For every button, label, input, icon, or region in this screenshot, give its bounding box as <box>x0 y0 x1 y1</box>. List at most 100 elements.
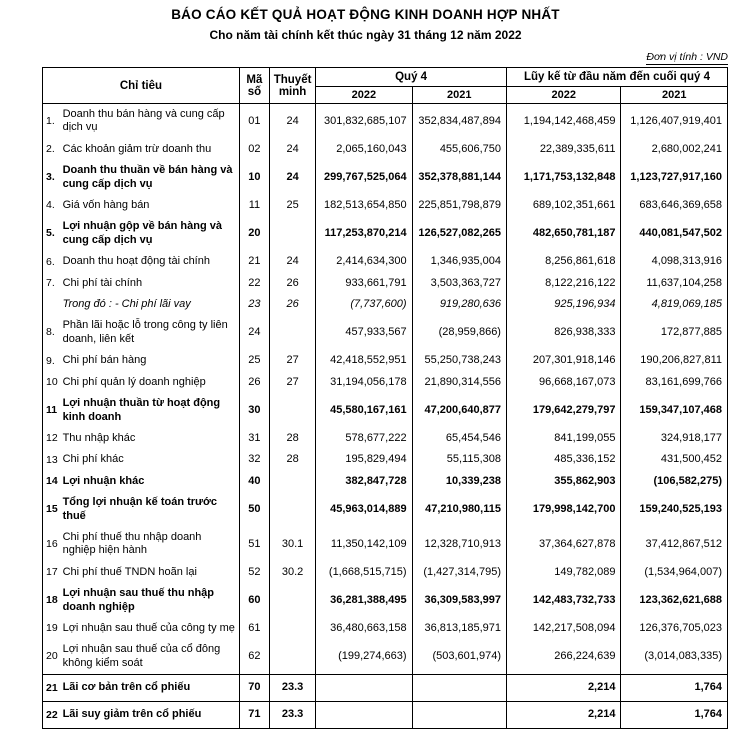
row-value-q4-2021: 65,454,546 <box>411 427 507 450</box>
meta-row: Đơn vị tính : VND <box>4 47 728 65</box>
row-value-ytd-2022: 689,102,351,661 <box>505 195 622 217</box>
table-row: 1. Doanh thu bán hàng và cung cấp dịch vụ… <box>41 103 728 139</box>
row-value-ytd-2021: 159,240,525,193 <box>620 492 728 527</box>
row-number: 13 <box>41 449 61 471</box>
table-row: 8. Phần lãi hoặc lỗ trong công ty liên do… <box>41 315 728 351</box>
row-code: 21 <box>238 251 270 273</box>
row-value-q4-2021 <box>411 701 507 729</box>
row-note <box>268 617 317 640</box>
row-label: Chi phí quản lý doanh nghiệp <box>60 371 240 394</box>
row-code: 31 <box>238 427 270 450</box>
row-code: 70 <box>238 674 270 702</box>
row-note: 27 <box>268 350 317 372</box>
row-value-ytd-2021: 190,206,827,811 <box>620 350 728 372</box>
row-value-ytd-2021: 83,161,699,766 <box>620 371 728 394</box>
table-row: 12 Thu nhập khác 31 28 578,677,222 65,454,546… <box>41 427 728 450</box>
row-value-q4-2021 <box>411 674 507 702</box>
table-row: 10 Chi phí quản lý doanh nghiệp 26 27 31,194… <box>41 371 728 394</box>
row-value-q4-2021: (28,959,866) <box>411 315 507 351</box>
report-subtitle: Cho năm tài chính kết thúc ngày 31 tháng… <box>209 28 522 42</box>
col-header-ytd-group: Lũy kế từ đầu năm đến cuối quý 4 <box>505 67 729 87</box>
row-value-ytd-2021: 440,081,547,502 <box>620 216 728 252</box>
table-row: 16 Chi phí thuế thu nhập doanh nghiệp hiệ… <box>41 526 728 562</box>
row-value-q4-2022: 31,194,056,178 <box>315 371 413 394</box>
row-note <box>268 470 317 493</box>
row-value-q4-2022: 578,677,222 <box>315 427 413 450</box>
row-value-q4-2021: 455,606,750 <box>411 138 507 161</box>
row-code: 22 <box>238 272 270 295</box>
row-value-q4-2022: (1,668,515,715) <box>315 561 413 584</box>
row-value-ytd-2021: 123,362,621,688 <box>620 583 728 618</box>
col-header-ytd-2021: 2021 <box>620 86 728 104</box>
row-value-ytd-2021: 683,646,369,658 <box>620 195 728 217</box>
row-value-ytd-2021: 11,637,104,258 <box>620 272 728 295</box>
col-header-notes: Thuyết minh <box>268 67 317 104</box>
row-code: 52 <box>238 561 270 584</box>
currency-unit-note: Đơn vị tính : VND <box>646 51 728 65</box>
row-label: Giá vốn hàng bán <box>60 195 240 217</box>
row-value-q4-2022: (199,274,663) <box>315 639 413 675</box>
row-value-q4-2022: 117,253,870,214 <box>315 216 413 252</box>
table-row: 21 Lãi cơ bản trên cổ phiếu 70 23.3 2,214 1,7… <box>41 674 728 702</box>
row-value-q4-2021: 225,851,798,879 <box>411 195 507 217</box>
table-row: 18 Lợi nhuận sau thuế thu nhập doanh nghi… <box>41 583 728 618</box>
row-number: 17 <box>41 561 61 584</box>
row-label: Chi phí thuế thu nhập doanh nghiệp hiện … <box>60 526 240 562</box>
row-value-q4-2021: 352,378,881,144 <box>411 160 507 196</box>
row-label: Lãi cơ bản trên cổ phiếu <box>60 674 240 702</box>
row-value-ytd-2022: 149,782,089 <box>505 561 622 584</box>
row-code: 50 <box>238 492 270 527</box>
row-note <box>268 315 317 351</box>
row-value-ytd-2022: 179,998,142,700 <box>505 492 622 527</box>
row-note: 24 <box>268 103 317 139</box>
row-number: 18 <box>41 583 61 618</box>
row-code: 51 <box>238 526 270 562</box>
row-number: 19 <box>41 617 61 640</box>
row-value-ytd-2022: 1,194,142,468,459 <box>505 103 622 139</box>
row-number: 11 <box>41 393 61 428</box>
row-code: 24 <box>238 315 270 351</box>
table-row: 5. Lợi nhuận gộp về bán hàng và cung cấp … <box>41 216 728 252</box>
row-label: Lợi nhuận thuần từ hoạt động kinh doanh <box>60 393 240 428</box>
row-value-ytd-2021: 1,126,407,919,401 <box>620 103 728 139</box>
row-value-ytd-2021: (1,534,964,007) <box>620 561 728 584</box>
table-row: 9. Chi phí bán hàng 25 27 42,418,552,951 55,2… <box>41 350 728 372</box>
table-row: 22 Lãi suy giảm trên cổ phiếu 71 23.3 2,214 1… <box>41 701 728 729</box>
row-code: 60 <box>238 583 270 618</box>
table-header: Chỉ tiêu Mã số Thuyết minh Quý 4 Lũy kế … <box>42 67 729 104</box>
row-value-q4-2021: 47,200,640,877 <box>411 393 507 428</box>
row-number: 12 <box>41 427 61 450</box>
row-value-ytd-2021: (106,582,275) <box>620 470 728 493</box>
row-note: 24 <box>268 251 317 273</box>
row-value-ytd-2022: 485,336,152 <box>505 449 622 471</box>
row-value-ytd-2021: 2,680,002,241 <box>620 138 728 161</box>
row-note: 28 <box>268 449 317 471</box>
row-number: 2. <box>41 138 61 161</box>
row-value-q4-2022: 45,963,014,889 <box>315 492 413 527</box>
row-value-q4-2021: 1,346,935,004 <box>411 251 507 273</box>
row-note: 23.3 <box>268 701 317 729</box>
row-note <box>268 393 317 428</box>
table-row: 15 Tổng lợi nhuận kế toán trước thuế 50 45,… <box>41 492 728 527</box>
row-value-ytd-2021: 431,500,452 <box>620 449 728 471</box>
row-code: 11 <box>238 195 270 217</box>
table-row: 4. Giá vốn hàng bán 11 25 182,513,654,850 225… <box>41 195 728 217</box>
table-row: 2. Các khoản giảm trừ doanh thu 02 24 2,065,… <box>41 138 728 161</box>
row-value-q4-2022 <box>315 701 413 729</box>
row-code: 20 <box>238 216 270 252</box>
row-label: Phần lãi hoặc lỗ trong công ty liên doan… <box>60 315 240 351</box>
row-number: 8. <box>41 315 61 351</box>
row-value-ytd-2022: 142,217,508,094 <box>505 617 622 640</box>
row-value-ytd-2021: 324,918,177 <box>620 427 728 450</box>
row-value-ytd-2022: 482,650,781,187 <box>505 216 622 252</box>
row-note: 30.2 <box>268 561 317 584</box>
table-row: Trong đó : - Chi phí lãi vay 23 26 (7,737,6… <box>41 294 728 316</box>
row-label: Chi phí bán hàng <box>60 350 240 372</box>
row-number <box>41 294 61 316</box>
table-row: 13 Chi phí khác 32 28 195,829,494 55,115,308 4… <box>41 449 728 471</box>
row-label: Doanh thu bán hàng và cung cấp dịch vụ <box>60 103 240 139</box>
row-label: Lợi nhuận khác <box>60 470 240 493</box>
row-label: Chi phí tài chính <box>60 272 240 295</box>
row-number: 21 <box>41 674 61 702</box>
